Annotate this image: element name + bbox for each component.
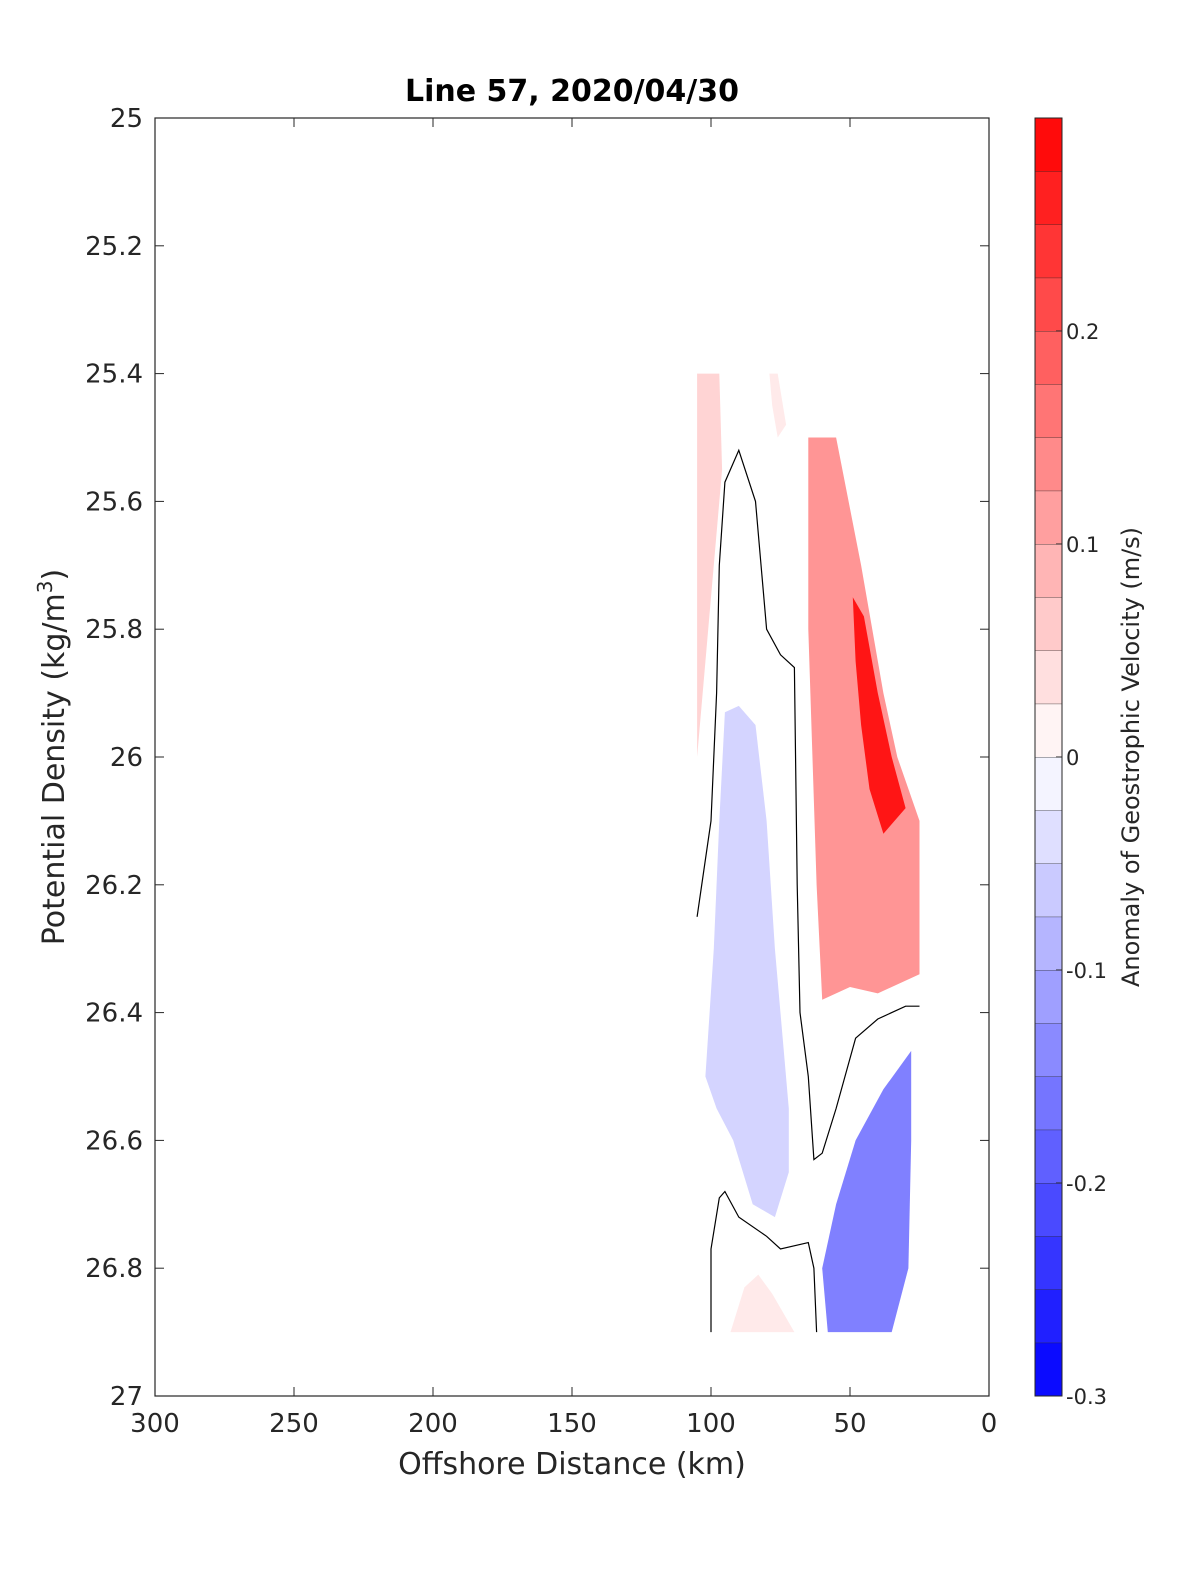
colorbar-segment [1035,1076,1062,1130]
colorbar-segment [1035,171,1062,225]
colorbar-segment [1035,757,1062,811]
colorbar-segment [1035,1289,1062,1343]
x-tick-label: 100 [686,1409,736,1439]
x-tick-label: 200 [408,1409,458,1439]
colorbar-segment [1035,490,1062,544]
x-tick-label: 250 [269,1409,319,1439]
y-tick-label: 25.6 [85,487,143,517]
colorbar-segment [1035,1183,1062,1237]
y-axis-label-superscript: 3 [33,580,57,593]
colorbar-segment [1035,810,1062,864]
colorbar-segment [1035,224,1062,278]
colorbar-segment [1035,544,1062,598]
colorbar-segment [1035,916,1062,970]
colorbar-tick-label: -0.2 [1066,1172,1107,1196]
zero-contour-deep [710,1190,818,1333]
colorbar-segment [1035,1342,1062,1396]
colorbar-segment [1035,970,1062,1024]
colorbar-tick-label: 0 [1066,746,1079,770]
x-tick-label: 50 [833,1409,866,1439]
y-tick-label: 27 [110,1382,143,1412]
y-tick-label: 25 [110,104,143,134]
x-axis-label: Offshore Distance (km) [398,1447,746,1482]
colorbar-tick-label: -0.3 [1066,1385,1107,1409]
colorbar: -0.3 -0.2 -0.1 0 0.1 0.2 [1034,117,1107,1409]
y-tick-label: 25.2 [85,232,143,262]
colorbar-segment [1035,650,1062,704]
colorbar-segment [1035,1236,1062,1290]
colorbar-segment [1035,384,1062,438]
colorbar-segment [1035,118,1062,172]
colorbar-segment [1035,1023,1062,1077]
x-tick-label: 150 [547,1409,597,1439]
colorbar-tick-label: 0.2 [1066,320,1099,344]
y-tick-label: 26.2 [85,871,143,901]
y-axis-label: Potential Density (kg/m3) [33,569,72,945]
y-axis-label-main: Potential Density (kg/m [37,593,72,945]
chart-title: Line 57, 2020/04/30 [405,74,739,109]
zero-contour-layer [696,448,920,1333]
contour-region-offshore-positive-strip [697,373,723,757]
contour-fill-layer [697,373,920,1333]
colorbar-segment [1035,437,1062,491]
y-tick-label: 26.4 [85,999,143,1029]
contour-region-upper-positive-wisp [769,373,787,438]
colorbar-label: Anomaly of Geostrophic Velocity (m/s) [1117,527,1145,987]
contour-region-jet-core [852,597,906,834]
y-axis-label-close: ) [37,569,72,581]
colorbar-segment [1035,703,1062,757]
x-tick-label: 0 [981,1409,998,1439]
y-tick-label: 25.8 [85,615,143,645]
contour-region-mid-negative-lobe [705,705,789,1218]
colorbar-tick-label: 0.1 [1066,533,1099,557]
axis-ticks [154,117,990,1397]
contour-region-deep-negative-wedge [822,1050,912,1333]
contour-region-deep-positive-blob [730,1274,795,1333]
y-tick-label: 26.8 [85,1254,143,1284]
colorbar-tick-label: -0.1 [1066,959,1107,983]
y-tick-label: 25.4 [85,360,143,390]
colorbar-segment [1035,331,1062,385]
zero-contour-main [696,448,920,1161]
x-tick-labels: 300 250 200 150 100 50 0 [130,1409,997,1439]
colorbar-segment [1035,1129,1062,1183]
colorbar-segment [1035,597,1062,651]
colorbar-segment [1035,277,1062,331]
colorbar-segment [1035,863,1062,917]
y-tick-labels: 25 25.2 25.4 25.6 25.8 26 26.2 26.4 26.6 26.8 27 [85,104,143,1412]
y-tick-label: 26.6 [85,1126,143,1156]
x-tick-label: 300 [130,1409,180,1439]
y-tick-label: 26 [110,743,143,773]
